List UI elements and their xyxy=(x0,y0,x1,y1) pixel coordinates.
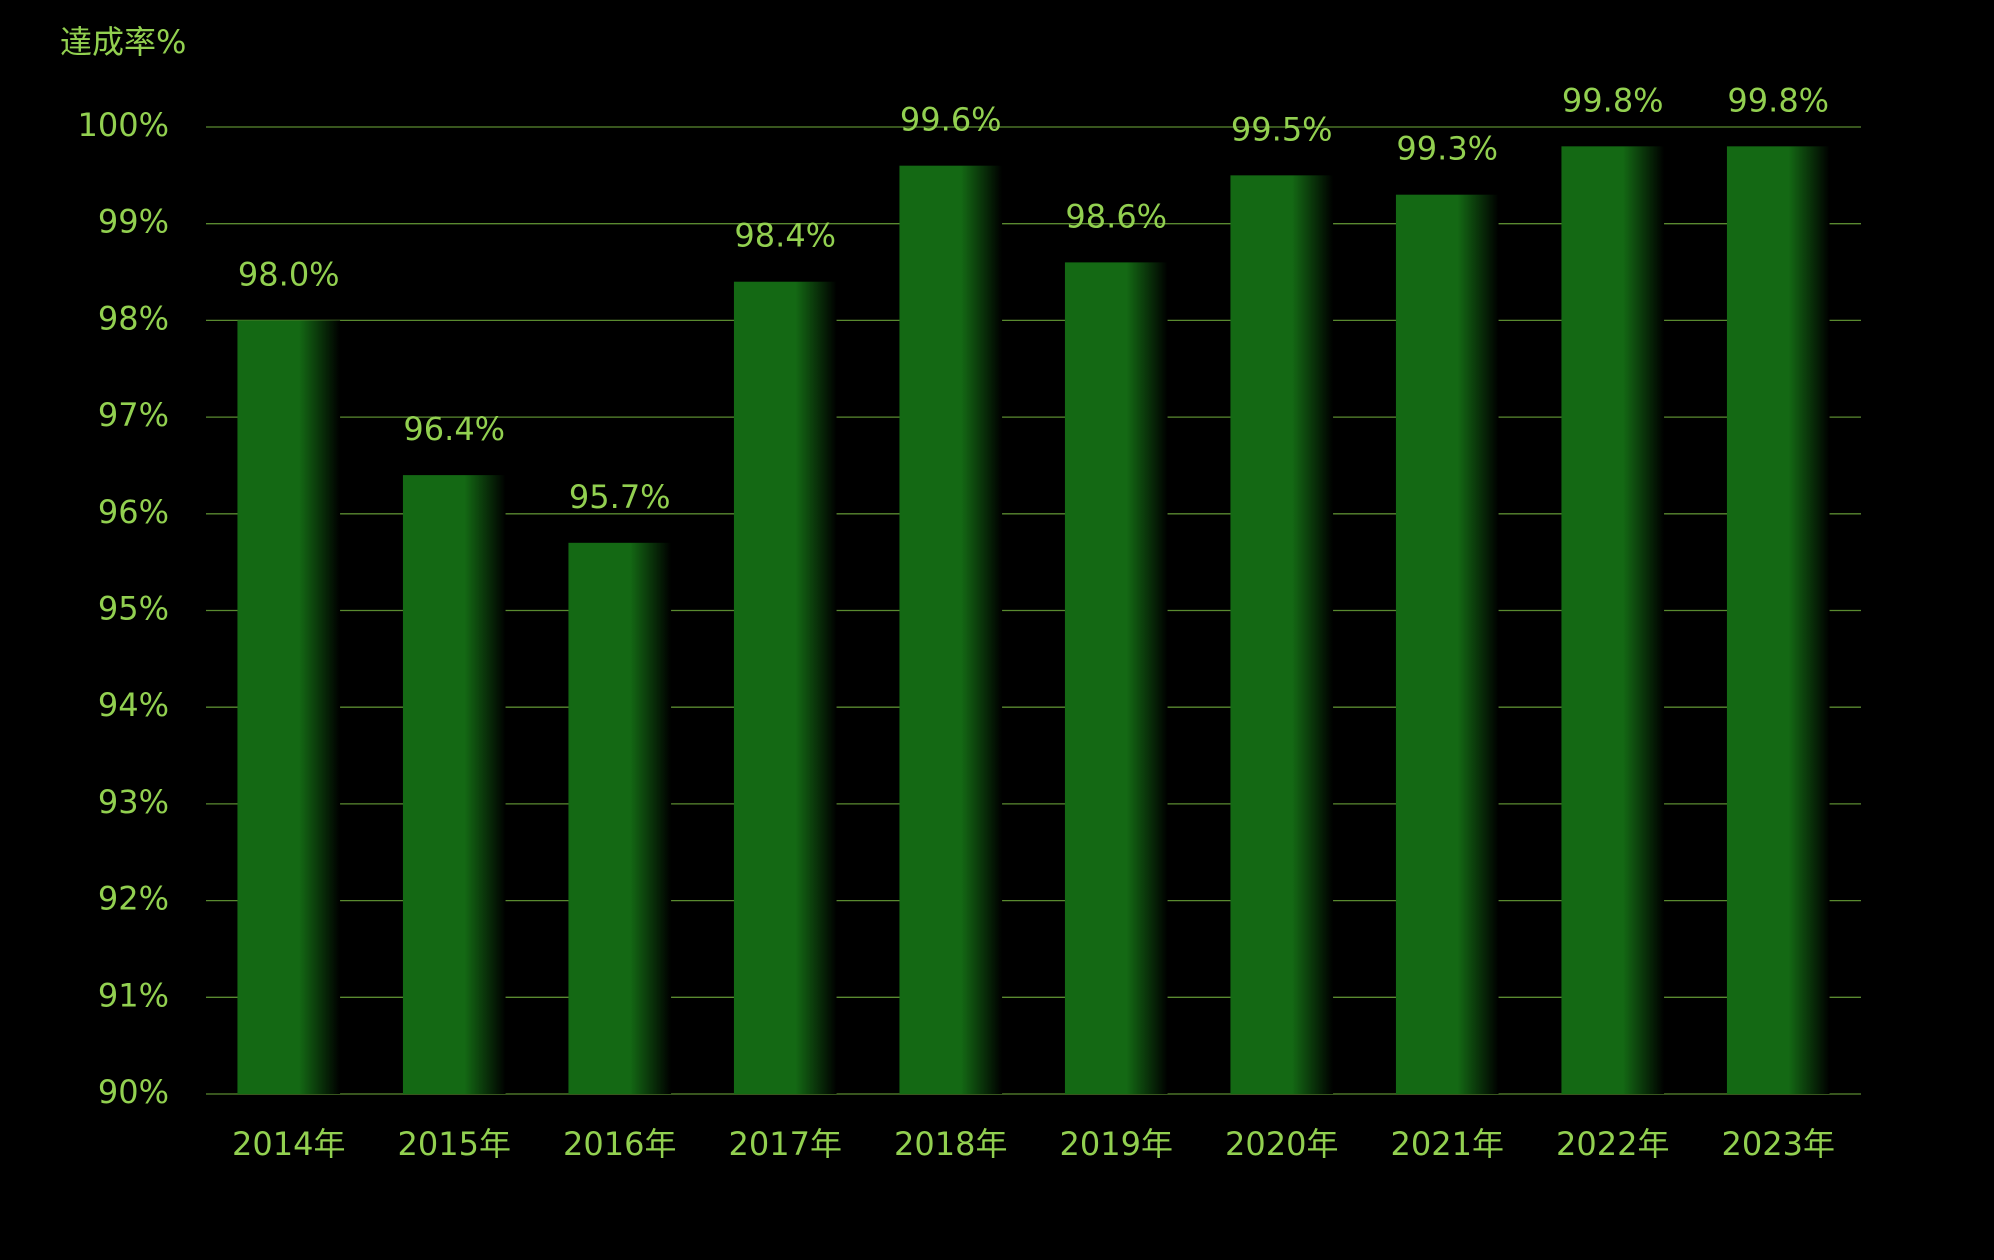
data-label: 99.3% xyxy=(1396,130,1498,168)
y-tick-label: 98% xyxy=(98,299,169,337)
data-label: 99.5% xyxy=(1231,110,1333,148)
x-tick-label: 2018年 xyxy=(894,1125,1007,1163)
bar xyxy=(1726,146,1830,1095)
y-axis-title: 達成率% xyxy=(60,23,186,61)
bar xyxy=(1230,175,1334,1095)
y-tick-label: 94% xyxy=(98,686,169,724)
data-label: 99.8% xyxy=(1727,81,1829,119)
data-label: 99.8% xyxy=(1562,81,1664,119)
x-tick-label: 2021年 xyxy=(1391,1125,1504,1163)
bar xyxy=(733,281,837,1095)
y-tick-label: 92% xyxy=(98,880,169,918)
x-tick-label: 2022年 xyxy=(1556,1125,1669,1163)
data-label: 96.4% xyxy=(403,410,505,448)
y-tick-label: 97% xyxy=(98,396,169,434)
x-tick-label: 2017年 xyxy=(729,1125,842,1163)
x-tick-label: 2019年 xyxy=(1060,1125,1173,1163)
data-label: 98.0% xyxy=(238,255,340,293)
y-tick-label: 96% xyxy=(98,493,169,531)
x-tick-label: 2020年 xyxy=(1225,1125,1338,1163)
y-tick-label: 90% xyxy=(98,1073,169,1111)
x-tick-label: 2014年 xyxy=(232,1125,345,1163)
bar xyxy=(1395,194,1499,1094)
y-tick-label: 99% xyxy=(98,203,169,241)
bar xyxy=(1561,146,1665,1095)
bar xyxy=(402,475,506,1094)
x-tick-label: 2023年 xyxy=(1722,1125,1835,1163)
data-label: 98.4% xyxy=(734,217,836,255)
data-label: 95.7% xyxy=(569,478,671,516)
y-tick-label: 93% xyxy=(98,783,169,821)
x-tick-label: 2016年 xyxy=(563,1125,676,1163)
bar xyxy=(237,320,341,1094)
bar xyxy=(568,542,672,1094)
data-label: 98.6% xyxy=(1065,197,1167,235)
data-label: 99.6% xyxy=(900,101,1002,139)
x-tick-label: 2015年 xyxy=(398,1125,511,1163)
y-tick-label: 91% xyxy=(98,976,169,1014)
y-tick-label: 100% xyxy=(78,106,169,144)
bar xyxy=(1064,262,1168,1094)
y-tick-label: 95% xyxy=(98,590,169,628)
bar xyxy=(899,165,1003,1094)
